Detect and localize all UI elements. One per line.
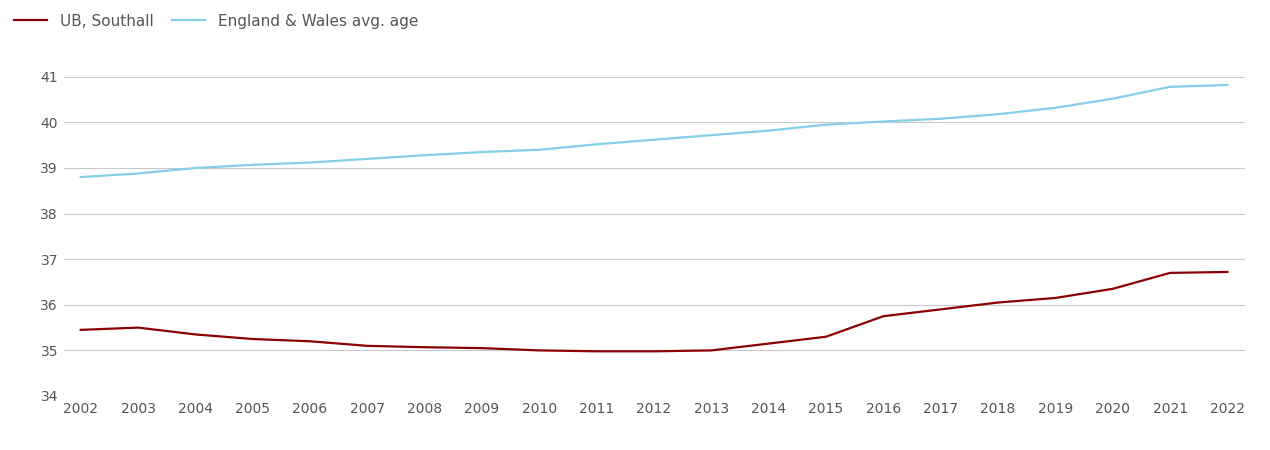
England & Wales avg. age: [991, 112, 1006, 117]
Line: UB, Southall: UB, Southall: [81, 272, 1227, 351]
UB, Southall: [761, 341, 776, 346]
UB, Southall: [359, 343, 375, 349]
Line: England & Wales avg. age: England & Wales avg. age: [81, 85, 1227, 177]
UB, Southall: [818, 334, 833, 339]
UB, Southall: [302, 338, 318, 344]
UB, Southall: [991, 300, 1006, 305]
UB, Southall: [74, 327, 89, 333]
England & Wales avg. age: [74, 175, 89, 180]
Legend: UB, Southall, England & Wales avg. age: UB, Southall, England & Wales avg. age: [8, 8, 424, 35]
UB, Southall: [475, 346, 490, 351]
England & Wales avg. age: [876, 119, 892, 124]
England & Wales avg. age: [131, 171, 146, 176]
England & Wales avg. age: [532, 147, 547, 153]
UB, Southall: [532, 348, 547, 353]
UB, Southall: [933, 306, 949, 312]
England & Wales avg. age: [1219, 82, 1234, 88]
England & Wales avg. age: [818, 122, 833, 127]
UB, Southall: [417, 345, 432, 350]
England & Wales avg. age: [589, 142, 605, 147]
England & Wales avg. age: [933, 116, 949, 122]
UB, Southall: [876, 314, 892, 319]
England & Wales avg. age: [359, 156, 375, 162]
UB, Southall: [245, 336, 260, 342]
England & Wales avg. age: [1105, 96, 1120, 101]
UB, Southall: [1048, 295, 1063, 301]
England & Wales avg. age: [245, 162, 260, 167]
UB, Southall: [646, 349, 662, 354]
England & Wales avg. age: [646, 137, 662, 143]
England & Wales avg. age: [475, 149, 490, 155]
UB, Southall: [188, 332, 203, 337]
England & Wales avg. age: [704, 132, 719, 138]
UB, Southall: [1162, 270, 1177, 275]
UB, Southall: [1105, 286, 1120, 292]
UB, Southall: [589, 349, 605, 354]
England & Wales avg. age: [188, 165, 203, 171]
UB, Southall: [131, 325, 146, 330]
England & Wales avg. age: [1048, 105, 1063, 111]
England & Wales avg. age: [761, 128, 776, 133]
England & Wales avg. age: [1162, 84, 1177, 90]
UB, Southall: [1219, 269, 1234, 274]
UB, Southall: [704, 348, 719, 353]
England & Wales avg. age: [417, 153, 432, 158]
England & Wales avg. age: [302, 160, 318, 165]
